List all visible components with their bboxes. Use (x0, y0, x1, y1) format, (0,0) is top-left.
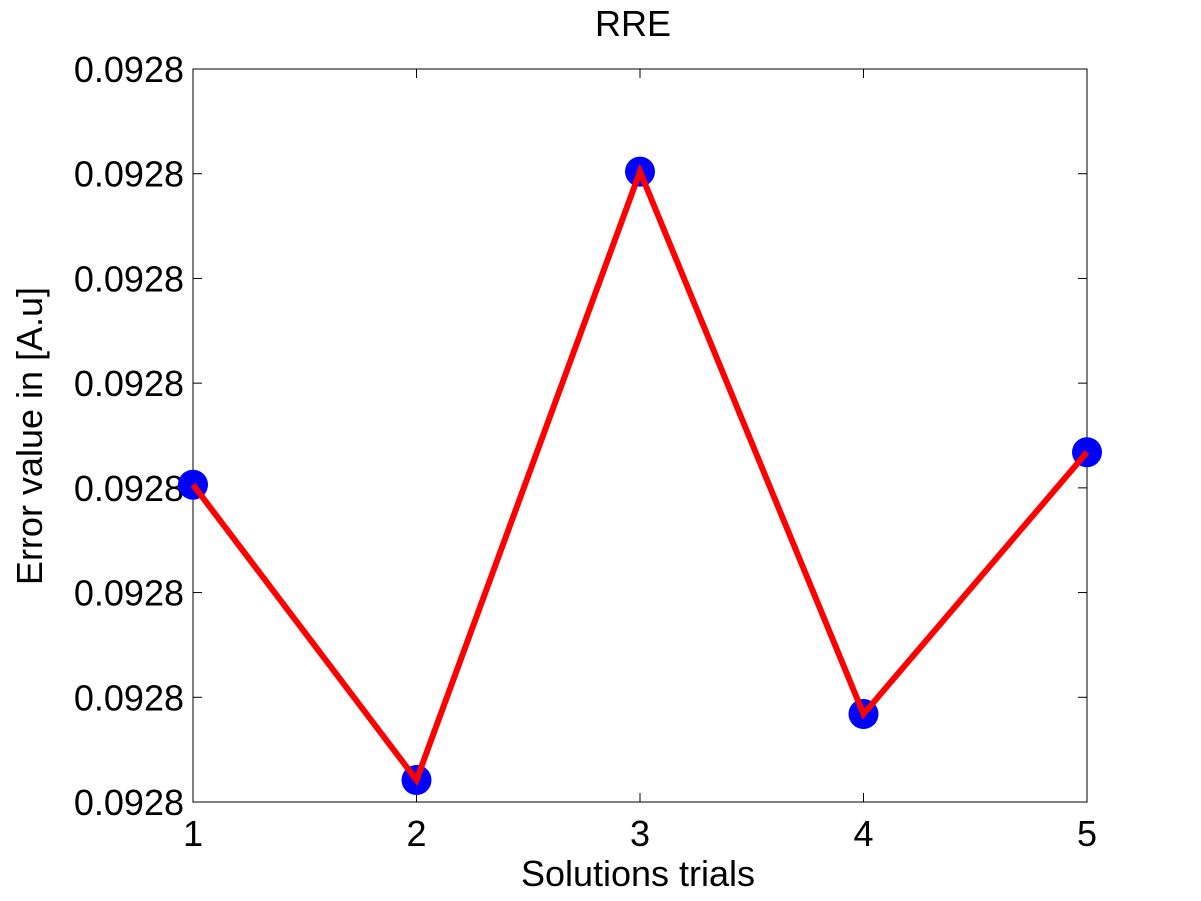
y-tick-label: 0.0928 (74, 782, 184, 823)
x-tick-label: 2 (406, 813, 426, 854)
x-tick-label: 5 (1077, 813, 1097, 854)
x-tick-label: 1 (183, 813, 203, 854)
series-layer (178, 156, 1102, 796)
y-tick-label: 0.0928 (74, 573, 184, 614)
y-tick-label: 0.0928 (74, 49, 184, 90)
y-axis-label: Error value in [A.u] (9, 287, 50, 585)
x-tick-label: 3 (630, 813, 650, 854)
y-tick-label: 0.0928 (74, 154, 184, 195)
y-tick-labels: 0.0928 0.0928 0.0928 0.0928 0.0928 0.0928 0.09… (74, 49, 184, 823)
x-tick-label: 4 (853, 813, 873, 854)
y-tick-label: 0.0928 (74, 363, 184, 404)
chart-title: RRE (595, 3, 671, 44)
x-tick-labels: 1 2 3 4 5 (183, 813, 1097, 854)
series-line (190, 163, 1090, 787)
y-tick-label: 0.0928 (74, 258, 184, 299)
x-axis-label: Solutions trials (521, 853, 755, 894)
y-tick-label: 0.0928 (74, 468, 184, 509)
y-tick-label: 0.0928 (74, 677, 184, 718)
